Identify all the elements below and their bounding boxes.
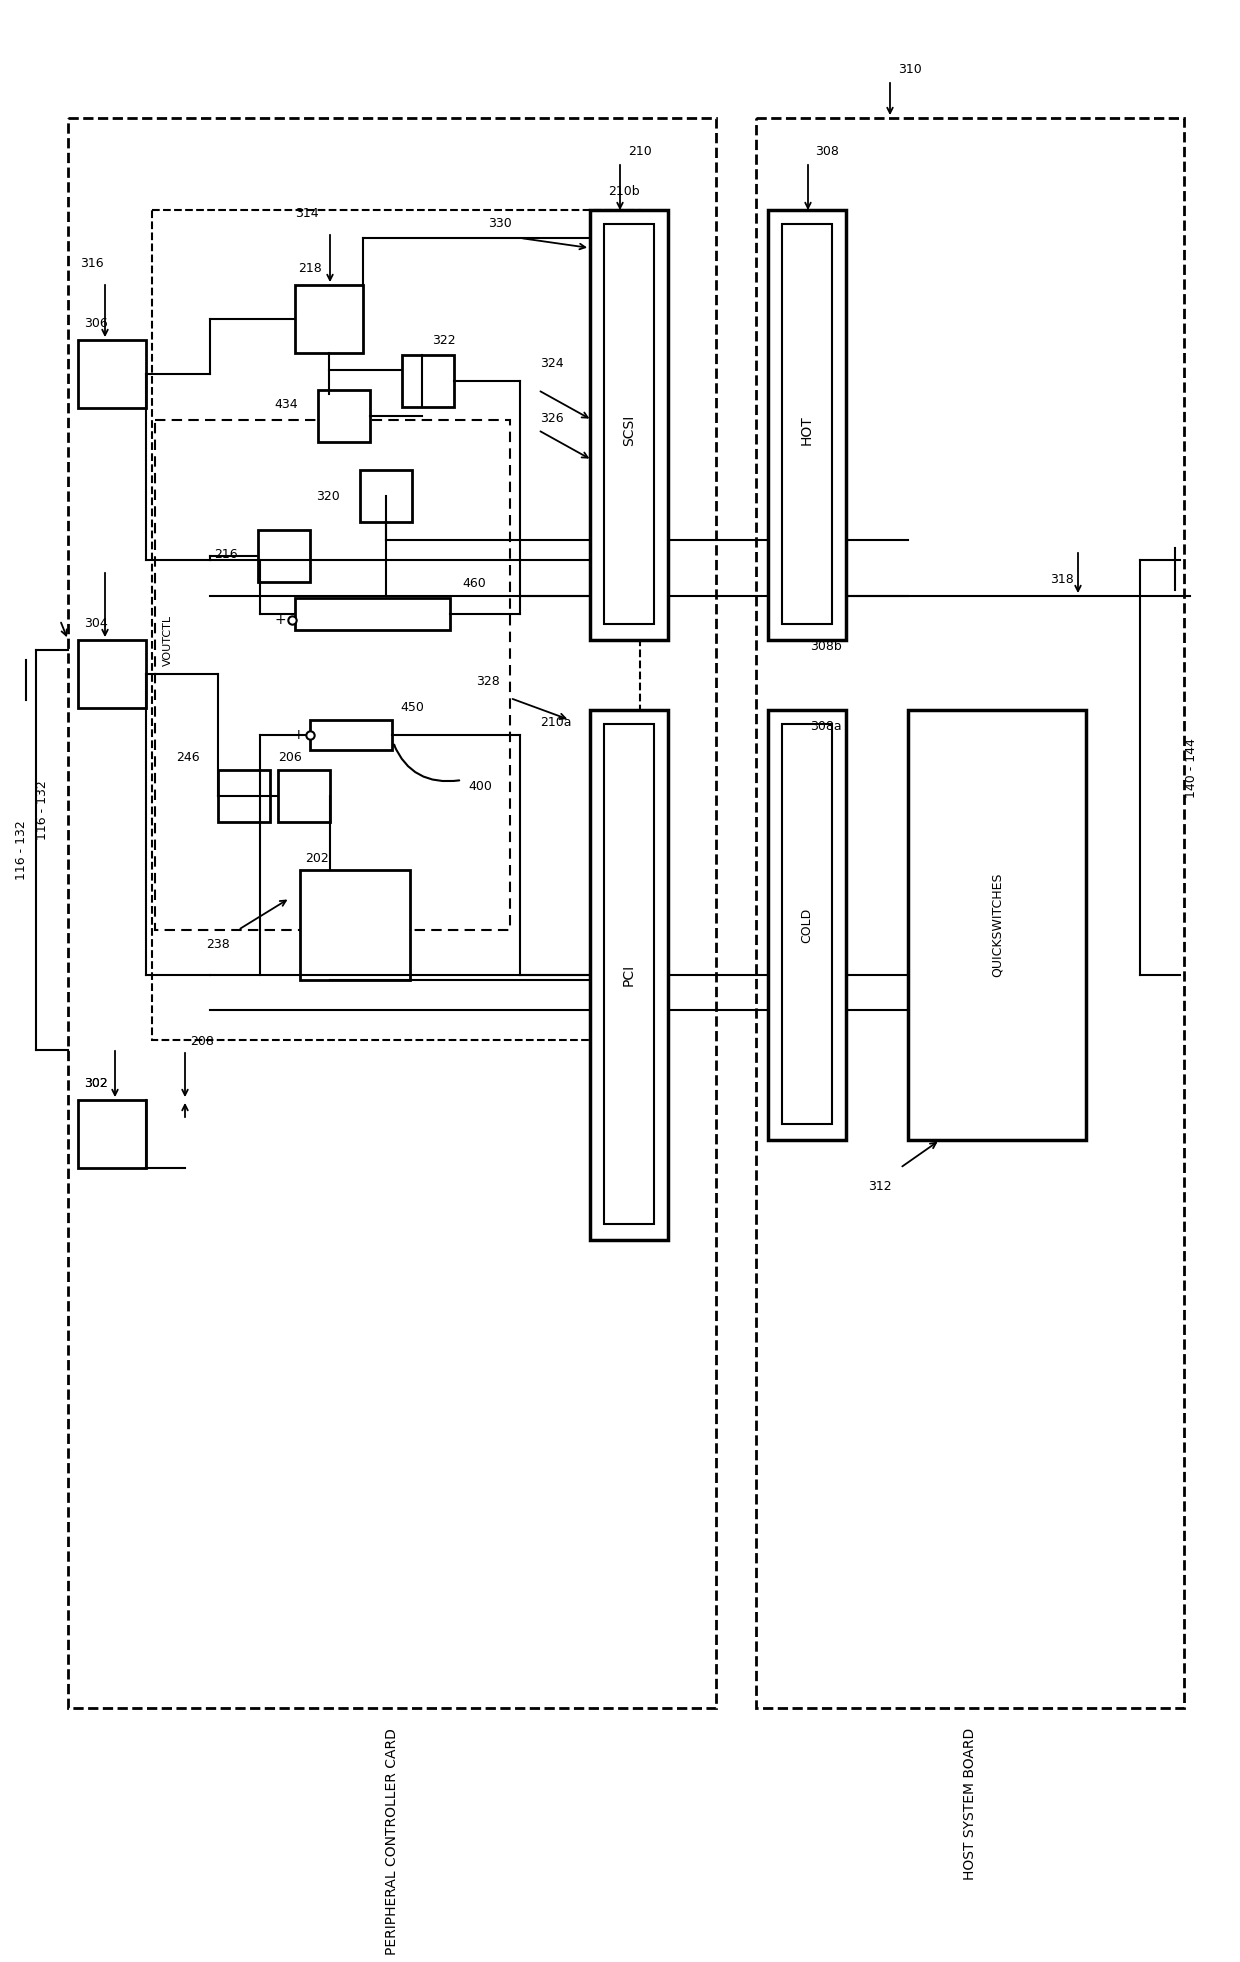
Text: 324: 324: [539, 357, 564, 371]
Text: 206: 206: [278, 751, 301, 763]
Text: 116 - 132: 116 - 132: [15, 820, 29, 879]
Bar: [756, 118, 1184, 1709]
Text: HOT: HOT: [800, 416, 813, 445]
Bar: [218, 769, 270, 822]
Text: 302: 302: [84, 1077, 108, 1091]
Text: 318: 318: [1050, 573, 1074, 587]
Bar: [360, 471, 412, 522]
Bar: [604, 724, 653, 1224]
Text: 328: 328: [476, 675, 500, 689]
Bar: [155, 420, 510, 930]
Text: 210b: 210b: [608, 184, 640, 198]
Text: 434: 434: [274, 398, 298, 410]
Text: +: +: [293, 728, 304, 742]
Bar: [604, 224, 653, 624]
Text: 306: 306: [84, 318, 108, 330]
Text: 322: 322: [432, 334, 455, 347]
Text: 460: 460: [463, 577, 486, 591]
Text: 210a: 210a: [541, 716, 572, 730]
Bar: [258, 530, 310, 583]
Text: 116 - 132: 116 - 132: [36, 781, 50, 840]
Text: 304: 304: [84, 616, 108, 630]
Text: 238: 238: [206, 938, 229, 952]
Text: QUICKSWITCHES: QUICKSWITCHES: [991, 873, 1003, 977]
Text: 218: 218: [298, 263, 321, 275]
Bar: [768, 210, 846, 640]
Text: 202: 202: [305, 852, 329, 865]
Text: PERIPHERAL CONTROLLER CARD: PERIPHERAL CONTROLLER CARD: [384, 1729, 399, 1954]
Text: 314: 314: [295, 208, 319, 220]
Bar: [782, 724, 832, 1124]
Text: 316: 316: [81, 257, 104, 271]
Bar: [68, 118, 715, 1709]
Bar: [908, 710, 1086, 1140]
Bar: [295, 598, 450, 630]
Text: 330: 330: [489, 218, 512, 230]
Bar: [78, 1101, 146, 1167]
Text: 400: 400: [467, 781, 492, 793]
Bar: [782, 224, 832, 624]
Bar: [402, 355, 454, 406]
Bar: [78, 339, 146, 408]
Bar: [590, 210, 668, 640]
Text: 308b: 308b: [810, 640, 842, 653]
Bar: [590, 710, 668, 1240]
Text: PCI: PCI: [622, 963, 636, 987]
FancyArrowPatch shape: [394, 746, 459, 781]
Text: 312: 312: [868, 1179, 892, 1193]
Text: 450: 450: [401, 700, 424, 714]
Text: 246: 246: [176, 751, 200, 763]
Text: SCSI: SCSI: [622, 414, 636, 445]
Text: 308a: 308a: [810, 720, 842, 734]
Bar: [310, 720, 392, 749]
Bar: [300, 869, 410, 979]
Bar: [317, 390, 370, 441]
Text: 308: 308: [815, 145, 839, 159]
Text: 140 - 144: 140 - 144: [1185, 738, 1198, 799]
Text: VOUTCTL: VOUTCTL: [162, 614, 174, 665]
Text: 208: 208: [190, 1036, 213, 1048]
Bar: [278, 769, 330, 822]
Text: 326: 326: [539, 412, 564, 426]
Text: HOST SYSTEM BOARD: HOST SYSTEM BOARD: [963, 1729, 977, 1880]
Text: 320: 320: [316, 490, 340, 502]
Text: COLD: COLD: [801, 906, 813, 942]
Text: +: +: [274, 612, 285, 628]
Bar: [768, 710, 846, 1140]
Text: 216: 216: [215, 547, 238, 561]
Bar: [78, 640, 146, 708]
Text: 302: 302: [84, 1077, 108, 1091]
Text: 310: 310: [898, 63, 921, 77]
Bar: [295, 284, 363, 353]
Text: 210: 210: [627, 145, 652, 159]
Bar: [153, 210, 640, 1040]
